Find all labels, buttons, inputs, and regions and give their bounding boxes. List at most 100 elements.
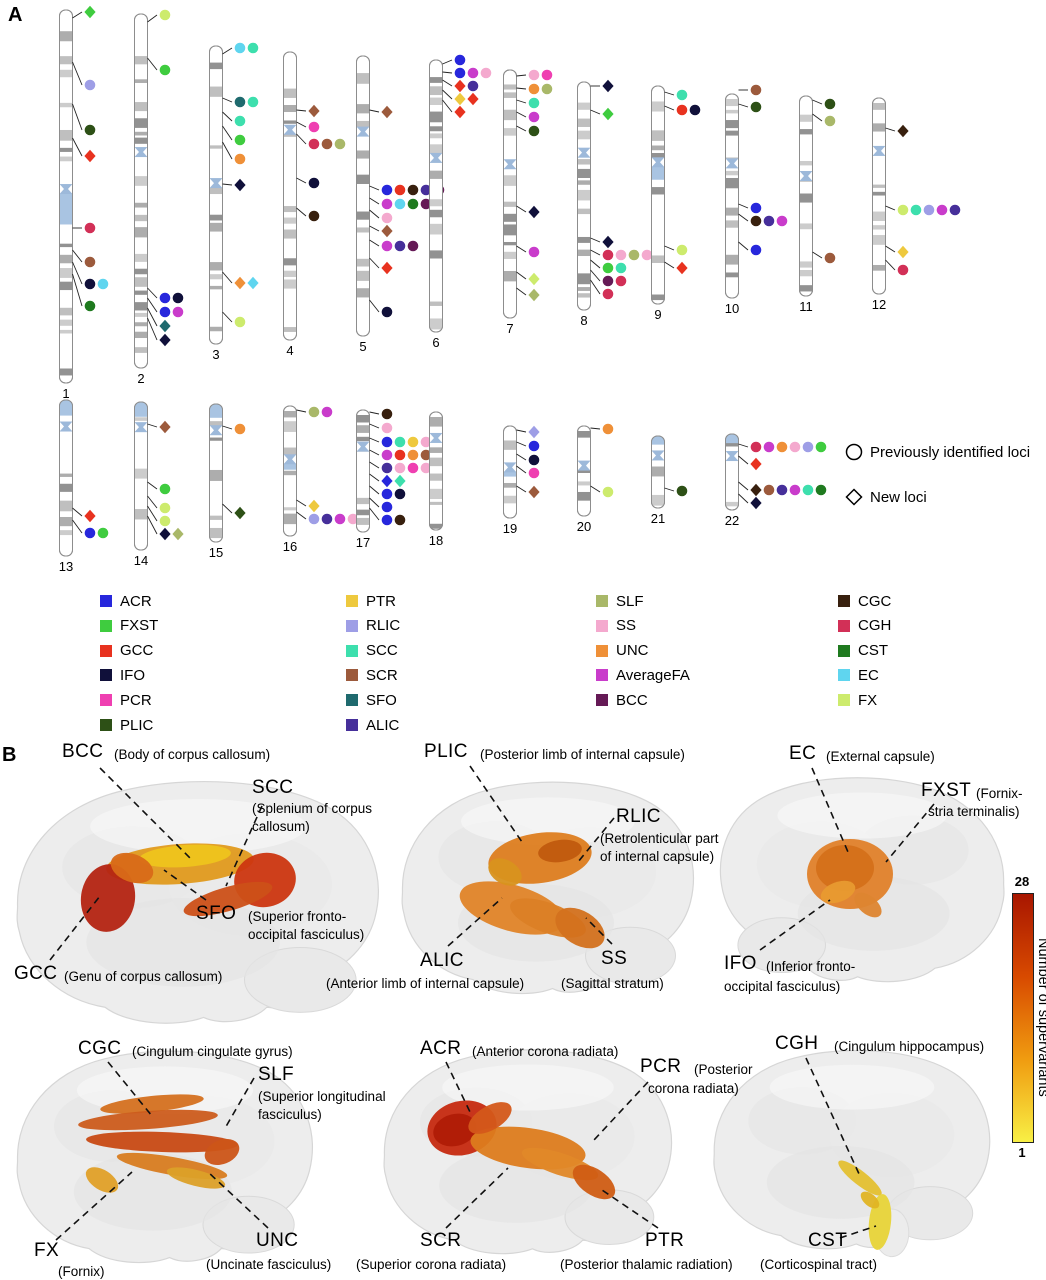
- locus-connector-line: [222, 311, 233, 323]
- locus-marker-circle-SCC: [234, 115, 246, 127]
- tract-blob: [555, 907, 605, 949]
- locus-marker-circle-UNC: [234, 423, 246, 435]
- locus-marker-circle-SCR: [763, 484, 775, 496]
- leader-line-SLF: [223, 1077, 255, 1131]
- locus-marker-circle-BCC: [602, 275, 614, 287]
- locus-marker-circle-ALIC: [420, 184, 432, 196]
- locus-connector-line: [369, 437, 380, 443]
- locus-marker-circle-SCC: [676, 89, 688, 101]
- locus-marker-circle-FX: [897, 204, 909, 216]
- locus-marker-circle-SCR: [84, 256, 96, 268]
- chromosome-number-17: 17: [356, 535, 370, 550]
- locus-marker-circle-UNC: [602, 423, 614, 435]
- locus-connector-line: [369, 507, 380, 521]
- locus-marker-circle-UNC: [528, 83, 540, 95]
- locus-marker-circle-FX: [159, 9, 171, 21]
- locus-marker-diamond-SCR: [381, 105, 393, 119]
- locus-marker-circle-UNC: [234, 153, 246, 165]
- locus-connector-line: [590, 279, 601, 295]
- locus-marker-circle-SCC: [615, 262, 627, 274]
- locus-marker-diamond-GCC: [84, 149, 96, 163]
- chromosome-1: 1: [59, 5, 109, 401]
- locus-marker-diamond-GCC: [750, 457, 762, 471]
- chromosome-number-16: 16: [283, 539, 297, 554]
- locus-connector-line: [369, 109, 380, 113]
- locus-marker-circle-FXST: [97, 527, 109, 539]
- locus-marker-circle-FXST: [234, 134, 246, 146]
- locus-marker-circle-SLF: [334, 138, 346, 150]
- locus-connector-line: [222, 111, 233, 122]
- tract-blob: [78, 1109, 218, 1131]
- locus-connector-line: [516, 485, 527, 493]
- locus-connector-line: [296, 109, 307, 112]
- leader-line-SCR: [445, 1167, 509, 1229]
- locus-marker-circle-AverageFA: [789, 484, 801, 496]
- locus-connector-line: [885, 245, 896, 253]
- locus-connector-line: [296, 409, 307, 413]
- locus-marker-circle-SS: [381, 212, 393, 224]
- locus-marker-circle-AverageFA: [381, 198, 393, 210]
- locus-connector-line: [516, 453, 527, 461]
- locus-connector-line: [369, 461, 380, 469]
- chromosome-number-7: 7: [506, 321, 513, 336]
- leader-line-RLIC: [577, 817, 615, 863]
- locus-marker-circle-AverageFA: [763, 441, 775, 453]
- locus-connector-line: [147, 481, 158, 490]
- chromosome-number-21: 21: [651, 511, 665, 526]
- chromosome-number-13: 13: [59, 559, 73, 574]
- locus-connector-line: [72, 273, 83, 307]
- leader-line-ACR: [445, 1061, 471, 1113]
- tract-blob: [204, 1138, 240, 1166]
- locus-connector-line: [72, 249, 83, 263]
- locus-marker-diamond-PTR: [897, 245, 909, 259]
- locus-marker-circle-ACR: [381, 184, 393, 196]
- chromosome-20: 20: [577, 423, 614, 534]
- locus-marker-circle-SS: [641, 249, 653, 261]
- chromosome-2: 2: [134, 9, 184, 386]
- colorbar-title: Number of supervariants: [1035, 937, 1046, 1097]
- locus-marker-diamond-GCC: [454, 79, 466, 93]
- locus-marker-circle-PLIC: [750, 101, 762, 113]
- chromosome-number-12: 12: [872, 297, 886, 312]
- locus-marker-circle-SCR: [321, 138, 333, 150]
- locus-marker-circle-AverageFA: [936, 204, 948, 216]
- locus-connector-line: [147, 297, 158, 313]
- previously-identified-loci-icon: [845, 443, 863, 461]
- tract-blob: [816, 845, 874, 891]
- chromosome-17: 17: [356, 408, 432, 550]
- colorbar-max-label: 28: [1014, 874, 1030, 889]
- locus-connector-line: [516, 245, 527, 253]
- locus-connector-line: [369, 209, 380, 219]
- leader-line-ALIC: [447, 897, 503, 947]
- locus-connector-line: [885, 127, 896, 132]
- locus-marker-circle-CGH: [897, 264, 909, 276]
- locus-connector-line: [147, 14, 158, 23]
- chromosome-number-6: 6: [432, 335, 439, 350]
- locus-marker-circle-ALIC: [467, 80, 479, 92]
- leader-line-EC: [811, 767, 849, 853]
- locus-connector-line: [516, 125, 527, 132]
- locus-connector-line: [664, 91, 675, 96]
- locus-marker-circle-SCC: [247, 96, 259, 108]
- locus-marker-circle-SCR: [824, 252, 836, 264]
- locus-connector-line: [222, 47, 233, 55]
- locus-marker-diamond-EC: [247, 276, 259, 290]
- locus-marker-diamond-SFO: [159, 319, 171, 333]
- locus-connector-line: [664, 261, 675, 269]
- locus-connector-line: [664, 245, 675, 251]
- locus-marker-circle-AverageFA: [467, 67, 479, 79]
- locus-marker-diamond-PTR: [454, 92, 466, 106]
- leader-line-IFO: [759, 899, 831, 951]
- locus-connector-line: [296, 499, 307, 507]
- chromosome-21: 21: [651, 435, 688, 526]
- locus-connector-line: [147, 423, 158, 428]
- locus-marker-circle-ALIC: [321, 513, 333, 525]
- tract-blob: [854, 892, 882, 918]
- locus-marker-diamond-GCC: [381, 261, 393, 275]
- locus-connector-line: [147, 515, 158, 535]
- tract-blob: [433, 1113, 477, 1147]
- chromosome-number-18: 18: [429, 533, 443, 548]
- locus-marker-diamond-GCC: [676, 261, 688, 275]
- locus-marker-circle-PCR: [407, 462, 419, 474]
